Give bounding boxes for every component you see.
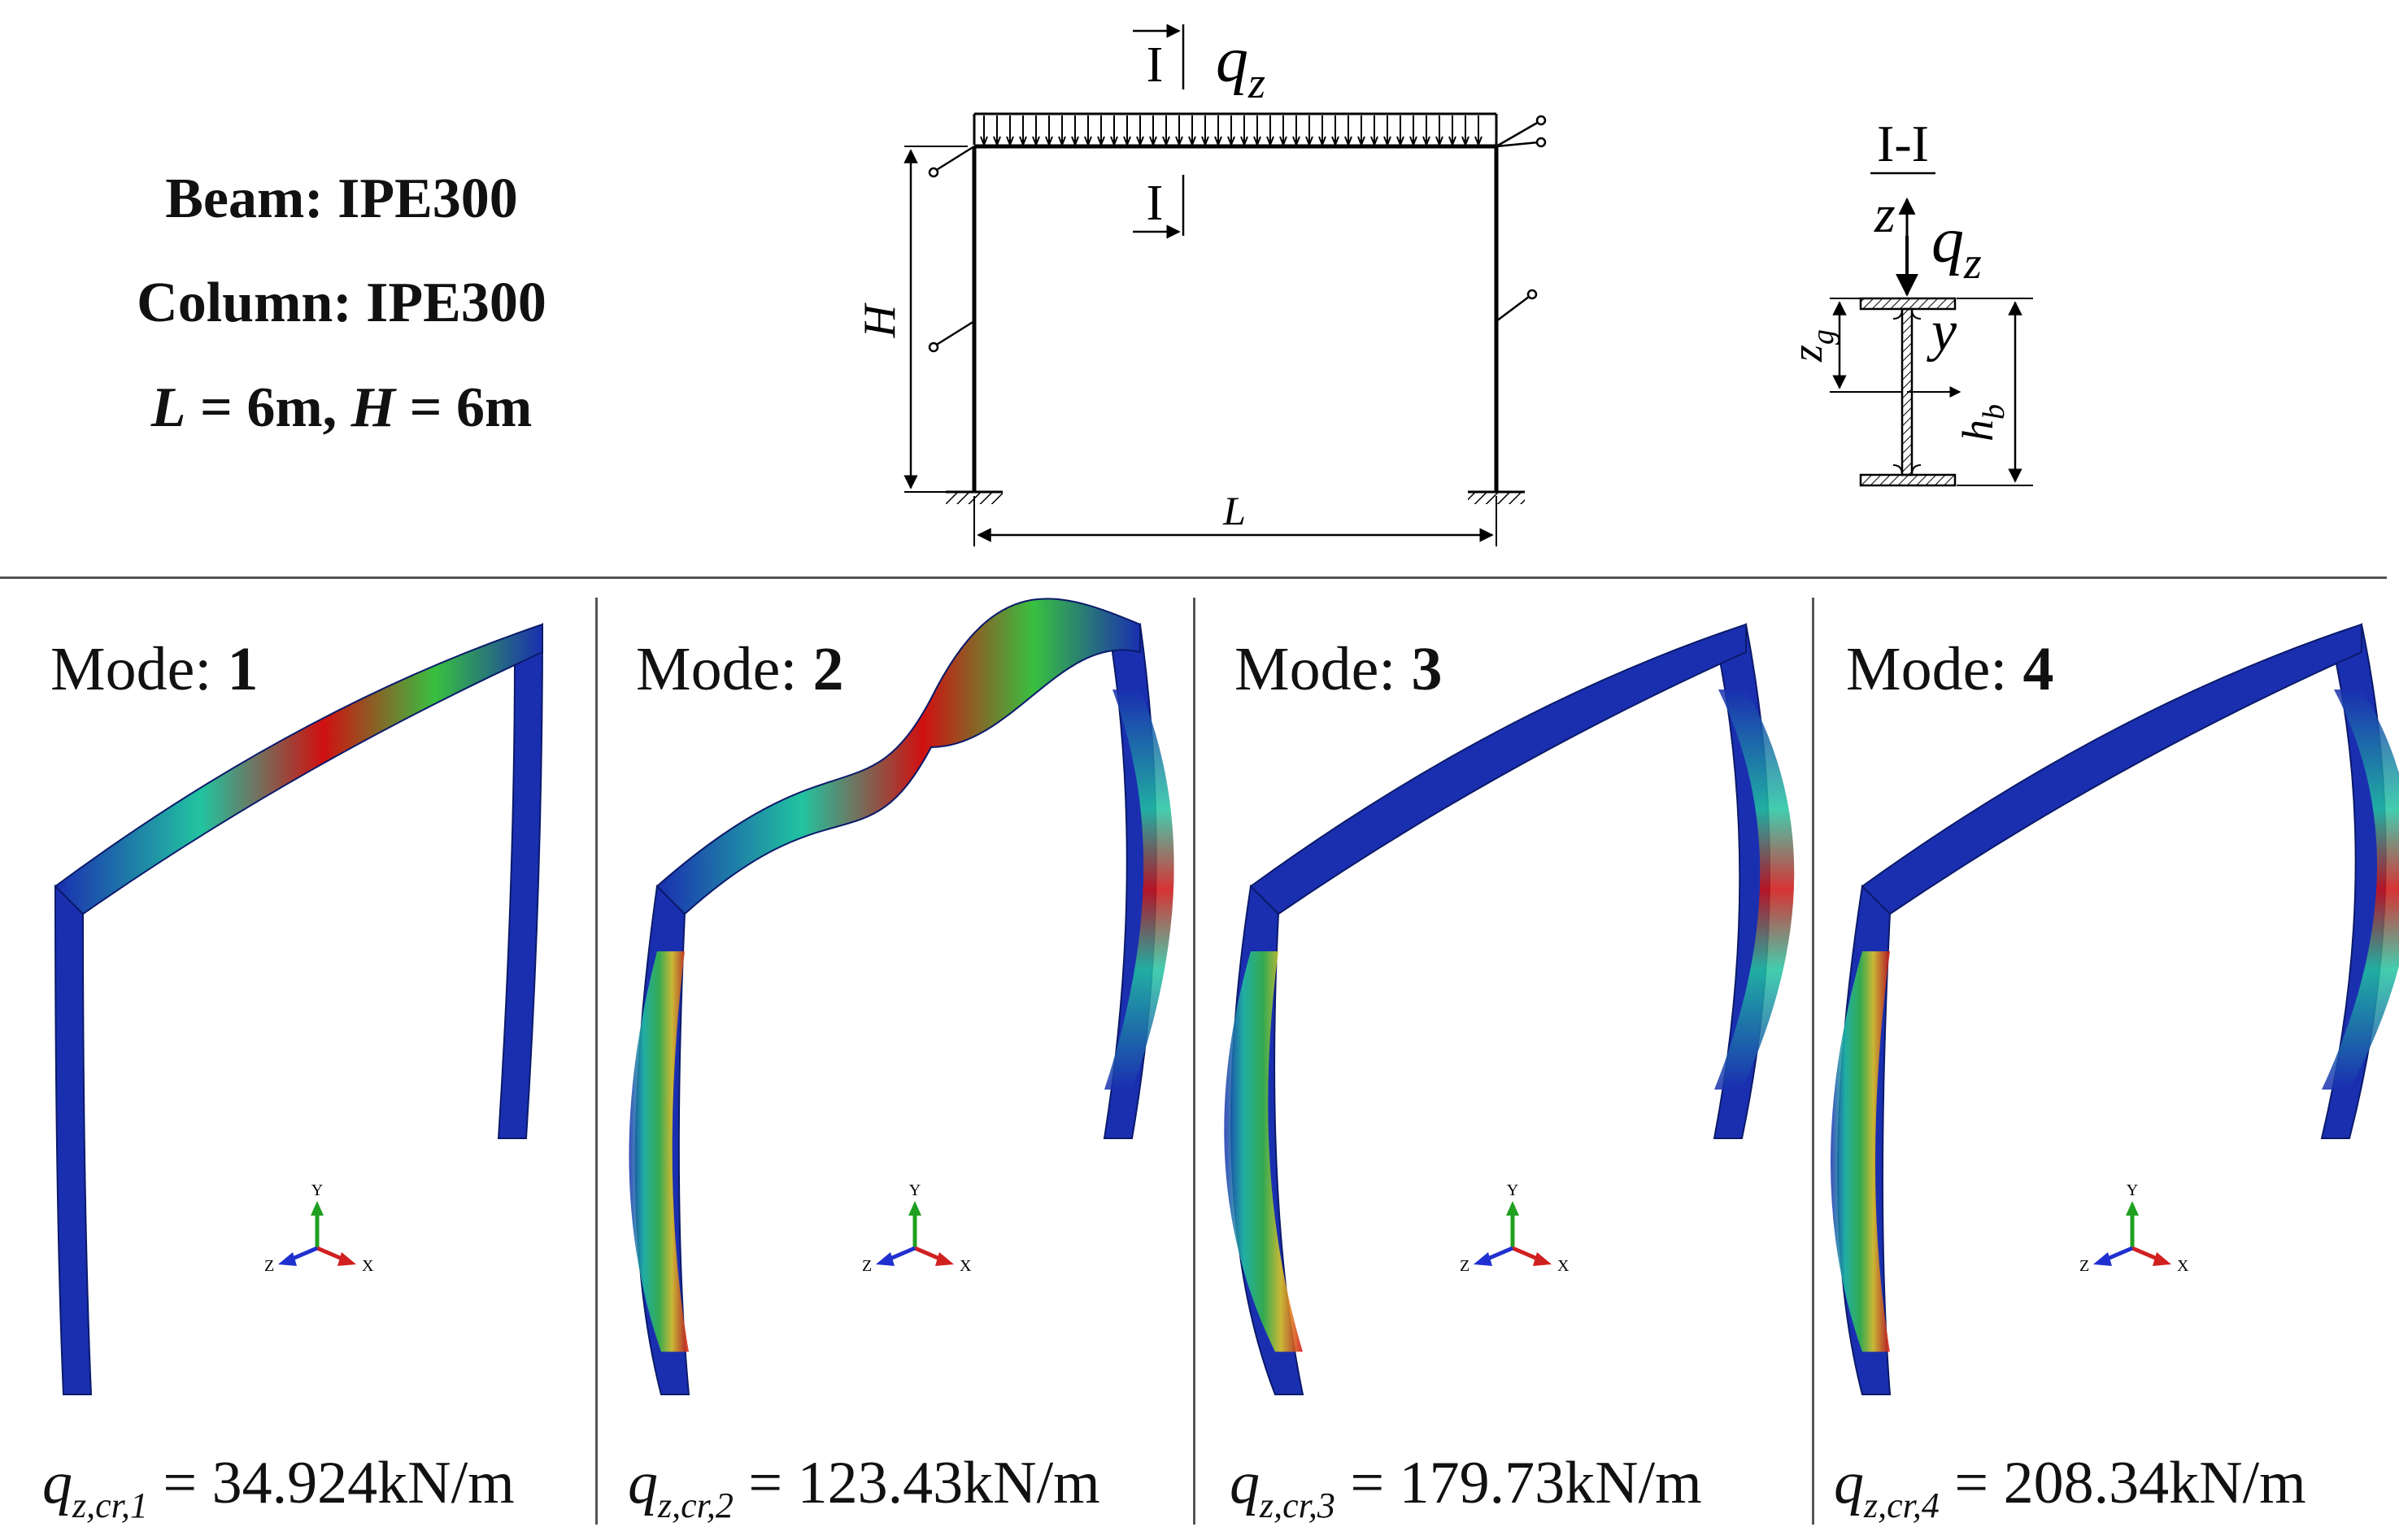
mode-shape-2: Y Z X [629, 598, 1174, 1395]
triad-x-label: X [362, 1257, 374, 1275]
critical-load-2: qz,cr,2 = 123.43kN/m [628, 1450, 1100, 1525]
mode-3-beam [1249, 623, 1747, 916]
panel-divider-2 [1193, 598, 1195, 1525]
properties-block: Beam: IPE300 Column: IPE300 L = 6m, H = … [0, 0, 895, 569]
mode-shape-4: Y Z X [1831, 622, 2399, 1395]
triad-z-label: Z [1460, 1257, 1469, 1275]
L-label: L [1222, 488, 1246, 533]
mode-4-right-buckle [2322, 690, 2399, 1090]
horizontal-separator [0, 576, 2387, 579]
triad-x-head [935, 1252, 954, 1266]
column-line: Column: IPE300 [137, 272, 546, 334]
triad-2: Y Z X [862, 1181, 972, 1275]
mode-4-left-buckle [1831, 951, 1890, 1352]
frame-schematic: H L I I qz [855, 24, 1547, 546]
triad-y-label: Y [909, 1181, 921, 1199]
mode-3-left-buckle [1224, 951, 1303, 1352]
triad-y-head [311, 1201, 324, 1216]
triad-1: Y Z X [264, 1181, 374, 1275]
triad-z-label: Z [2079, 1257, 2089, 1275]
section-load-label: qz [1931, 205, 1982, 289]
mode-1-beam [54, 623, 543, 916]
triad-z-head [2093, 1252, 2112, 1266]
section-title: I-I [1877, 115, 1929, 172]
cross-section-diagram: I-I z qz y zg hb [1783, 115, 2033, 487]
triad-y-head [908, 1201, 921, 1216]
triad-4: Y Z X [2079, 1181, 2189, 1275]
triad-x-label: X [2177, 1257, 2189, 1275]
L-symbol: L [150, 376, 186, 439]
critical-load-1: qz,cr,1 = 34.924kN/m [42, 1450, 515, 1525]
mode-2-left-buckle [629, 951, 689, 1352]
mode-1-right-column [497, 622, 544, 1139]
triad-x-head [337, 1252, 356, 1266]
y-axis-label: y [1927, 300, 1957, 363]
panel-divider-3 [1812, 598, 1814, 1525]
triad-z-head [1474, 1252, 1492, 1266]
triad-x-label: X [1557, 1257, 1570, 1275]
mode-label-1: Mode: 1 [50, 635, 259, 703]
triad-x-head [2153, 1252, 2171, 1266]
svg-text:I: I [1147, 37, 1164, 93]
triad-z-label: Z [264, 1257, 274, 1275]
z-axis-label: z [1874, 185, 1896, 244]
triad-x-label: X [960, 1257, 972, 1275]
critical-load-3: qz,cr,3 = 179.73kN/m [1230, 1450, 1702, 1525]
triad-x-head [1533, 1252, 1552, 1266]
svg-text:zg: zg [1783, 329, 1840, 363]
column-key: Column [137, 272, 333, 334]
triad-y-label: Y [1507, 1181, 1518, 1199]
triad-z-head [876, 1252, 895, 1266]
beam-line: Beam: IPE300 [165, 167, 518, 230]
mode-shape-1: Y Z X [54, 622, 544, 1395]
hb-dimension: hb [1953, 298, 2033, 486]
triad-y-head [1506, 1201, 1519, 1216]
mode-label-2: Mode: 2 [636, 635, 844, 703]
mode-1-left-column [54, 884, 93, 1395]
mode-label-4: Mode: 4 [1846, 635, 2054, 703]
mode-3-right-buckle [1714, 690, 1795, 1090]
lateral-restraints [928, 115, 1547, 353]
triad-y-label: Y [311, 1181, 323, 1199]
length-dimension: L [973, 488, 1497, 546]
H-symbol: H [350, 376, 396, 439]
beam-key: Beam [165, 167, 305, 230]
triad-y-label: Y [2127, 1181, 2138, 1199]
L-value: = 6m, [185, 376, 351, 439]
column-value: IPE300 [366, 272, 546, 334]
critical-load-4: qz,cr,4 = 208.34kN/m [1834, 1450, 2306, 1525]
mode-4-beam [1861, 623, 2362, 916]
svg-text:hb: hb [1953, 404, 2011, 442]
svg-text:I: I [1147, 176, 1164, 231]
mode-shape-3: Y Z X [1224, 622, 1795, 1395]
section-cut-marker: I I [1133, 24, 1185, 239]
panel-divider-1 [595, 598, 598, 1525]
H-value: = 6m [395, 376, 533, 439]
dimensions-line: L = 6m, H = 6m [0, 376, 683, 441]
mode-2-beam [655, 598, 1141, 916]
triad-3: Y Z X [1460, 1181, 1570, 1275]
beam-value: IPE300 [337, 167, 518, 230]
zg-dimension: zg [1783, 298, 1903, 393]
triad-y-head [2126, 1201, 2139, 1216]
frame-load-label: qz [1216, 24, 1265, 107]
mode-label-3: Mode: 3 [1234, 635, 1443, 703]
mode-2-right-buckle [1104, 690, 1174, 1090]
H-label: H [855, 302, 905, 338]
triad-z-label: Z [862, 1257, 872, 1275]
triad-z-head [278, 1252, 297, 1266]
height-dimension: H [855, 146, 968, 493]
